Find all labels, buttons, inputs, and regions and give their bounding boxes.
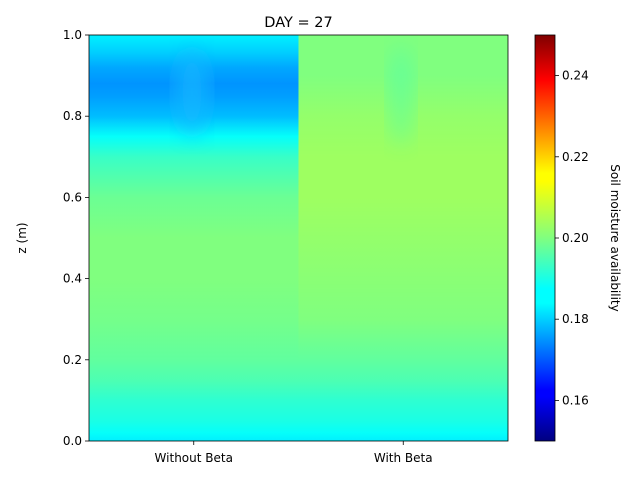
y-tick-label: 0.4 [63, 272, 82, 286]
y-tick-label: 1.0 [63, 28, 82, 42]
colorbar-tick-label: 0.16 [562, 393, 589, 407]
y-axis-label: z (m) [15, 222, 29, 253]
x-tick-label: Without Beta [155, 451, 233, 465]
y-tick-label: 0.6 [63, 190, 82, 204]
colorbar-gradient [534, 34, 556, 442]
y-tick-label: 0.8 [63, 109, 82, 123]
colorbar-tick-label: 0.24 [562, 69, 589, 83]
colorbar: 0.16 0.18 0.20 0.22 0.24 Soil moisture avail… [534, 34, 622, 442]
colorbar-tick-label: 0.22 [562, 150, 589, 164]
y-axis: 0.0 0.2 0.4 0.6 0.8 1.0 [63, 28, 89, 448]
colorbar-tick-label: 0.18 [562, 312, 589, 326]
chart-title: DAY = 27 [264, 15, 332, 31]
dry-patch-shading [176, 48, 208, 136]
y-tick-label: 0.2 [63, 353, 82, 367]
colorbar-label: Soil moisture availability [608, 164, 622, 312]
dry-streak-right [389, 45, 413, 145]
x-axis: Without Beta With Beta [155, 441, 433, 465]
colorbar-ticks: 0.16 0.18 0.20 0.22 0.24 [555, 69, 589, 407]
colorbar-tick-label: 0.20 [562, 231, 589, 245]
plot-frame [88, 34, 509, 442]
heatmap [89, 35, 508, 441]
x-tick-label: With Beta [374, 451, 433, 465]
y-tick-label: 0.0 [63, 434, 82, 448]
